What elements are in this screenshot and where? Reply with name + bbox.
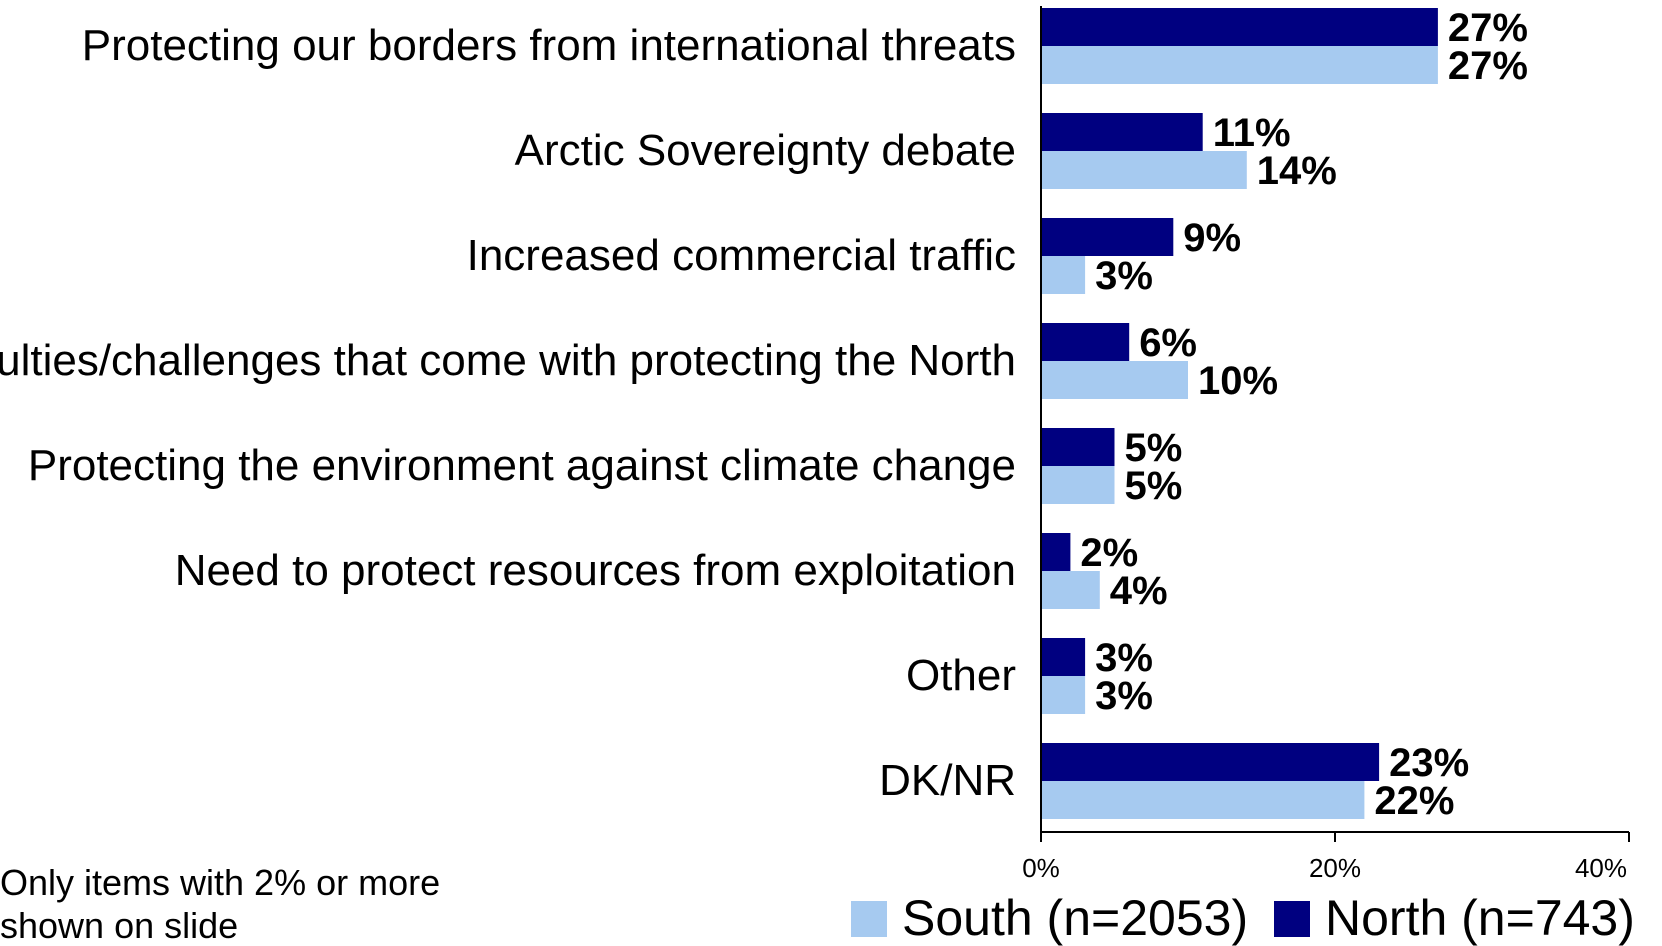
bars <box>1041 8 1438 819</box>
bar-north <box>1041 8 1438 46</box>
x-tick-label: 0% <box>1022 853 1060 883</box>
value-label-north: 3% <box>1095 636 1153 680</box>
value-label-north: 6% <box>1139 321 1197 365</box>
value-label-south: 22% <box>1374 779 1454 823</box>
bar-south <box>1041 256 1086 294</box>
category-label: Other <box>906 651 1016 700</box>
bar-south <box>1041 151 1247 189</box>
bar-north <box>1041 218 1174 256</box>
bar-north <box>1041 113 1203 151</box>
value-label-south: 3% <box>1095 674 1153 718</box>
bar-north <box>1041 323 1130 361</box>
bar-south <box>1041 781 1365 819</box>
value-label-north: 23% <box>1389 741 1469 785</box>
value-label-south: 10% <box>1198 359 1278 403</box>
legend-swatch-south <box>851 901 887 937</box>
category-label: DK/NR <box>879 756 1016 805</box>
bar-north <box>1041 743 1380 781</box>
x-tick-label: 20% <box>1309 853 1361 883</box>
category-label: Arctic Sovereignty debate <box>515 126 1016 175</box>
bar-south <box>1041 361 1188 399</box>
x-tick-label: 40% <box>1575 853 1627 883</box>
value-label-north: 11% <box>1213 111 1291 155</box>
category-labels: Protecting our borders from internationa… <box>0 21 1016 805</box>
note-line-1: Only items with 2% or more <box>0 862 440 903</box>
bar-north <box>1041 533 1071 571</box>
x-ticks: 0% 20% 40% <box>1022 832 1630 883</box>
category-label: Difficulties/challenges that come with p… <box>0 336 1016 385</box>
category-label: Need to protect resources from exploitat… <box>175 546 1016 595</box>
category-label: Protecting the environment against clima… <box>28 441 1016 490</box>
value-label-north: 2% <box>1080 531 1138 575</box>
value-labels: 27%27%11%14%9%3%6%10%5%5%2%4%3%3%23%22% <box>1080 6 1528 823</box>
value-label-south: 4% <box>1110 569 1168 613</box>
bar-south <box>1041 46 1438 84</box>
bar-south <box>1041 571 1100 609</box>
value-label-south: 3% <box>1095 254 1153 298</box>
legend-swatch-north <box>1274 901 1310 937</box>
legend: South (n=2053) North (n=743) <box>851 890 1635 946</box>
note-line-2: shown on slide <box>0 905 238 946</box>
legend-label-south: South (n=2053) <box>902 890 1248 946</box>
value-label-north: 9% <box>1183 216 1241 260</box>
category-label: Increased commercial traffic <box>467 231 1016 280</box>
value-label-north: 27% <box>1448 6 1528 50</box>
bar-north <box>1041 638 1086 676</box>
category-label: Protecting our borders from internationa… <box>82 21 1016 70</box>
value-label-south: 27% <box>1448 44 1528 88</box>
bar-south <box>1041 676 1086 714</box>
footnote: Only items with 2% or more shown on slid… <box>0 862 440 946</box>
legend-label-north: North (n=743) <box>1325 890 1635 946</box>
bar-north <box>1041 428 1115 466</box>
bar-south <box>1041 466 1115 504</box>
value-label-north: 5% <box>1125 426 1183 470</box>
value-label-south: 5% <box>1125 464 1183 508</box>
value-label-south: 14% <box>1257 149 1337 193</box>
